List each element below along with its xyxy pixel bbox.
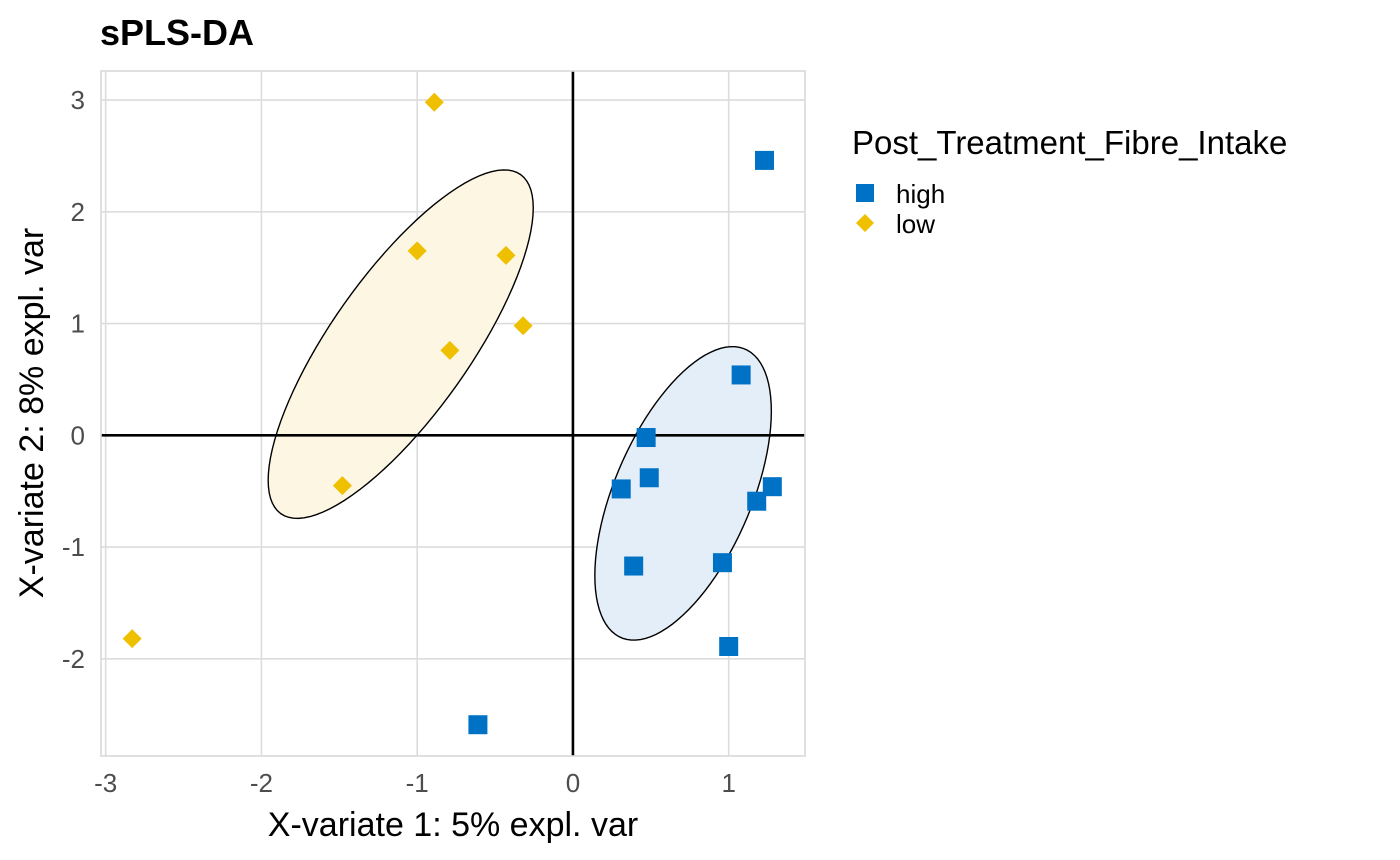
point-low [407,241,427,261]
legend-diamond-icon [856,214,874,232]
point-low [513,316,533,336]
x-tick-label: 1 [721,768,735,798]
y-tick-label: -1 [62,532,85,562]
point-low [440,340,460,360]
plot-panel [100,70,806,757]
y-axis-title: X-variate 2: 8% expl. var [13,228,51,598]
legend-title: Post_Treatment_Fibre_Intake [852,124,1287,161]
x-tick-label: -2 [250,768,273,798]
point-high [719,636,739,656]
point-high [611,479,631,499]
reference-lines [101,71,805,756]
point-high [755,150,775,170]
point-high [712,553,732,573]
legend-item-low: low [856,209,935,239]
y-tick-label: 3 [71,85,85,115]
x-tick-label: -1 [406,768,429,798]
chart-title: sPLS-DA [100,12,254,53]
point-high [624,556,644,576]
point-high [639,468,659,488]
y-tick-label: 0 [71,420,85,450]
legend-label-low: low [896,209,935,239]
y-axis-ticks: -2 -1 0 1 2 3 [62,85,85,674]
point-low [122,629,142,649]
ellipse-low [267,169,534,520]
point-high [731,365,751,385]
point-high [636,428,656,448]
point-low [332,476,352,496]
y-tick-label: -2 [62,644,85,674]
x-axis-title: X-variate 1: 5% expl. var [268,806,638,844]
legend: Post_Treatment_Fibre_Intake high low [852,124,1287,239]
y-tick-label: 1 [71,309,85,339]
y-tick-label: 2 [71,197,85,227]
x-tick-label: -3 [94,768,117,798]
legend-item-high: high [856,179,945,209]
point-high [747,491,767,511]
point-high [762,477,782,497]
data-points [122,92,782,735]
x-tick-label: 0 [566,768,580,798]
point-low [496,245,516,265]
point-high [468,715,488,735]
panel-border [100,70,806,757]
point-low [424,92,444,112]
legend-square-icon [856,184,874,202]
x-axis-ticks: -3 -2 -1 0 1 [94,768,736,798]
legend-label-high: high [896,179,945,209]
